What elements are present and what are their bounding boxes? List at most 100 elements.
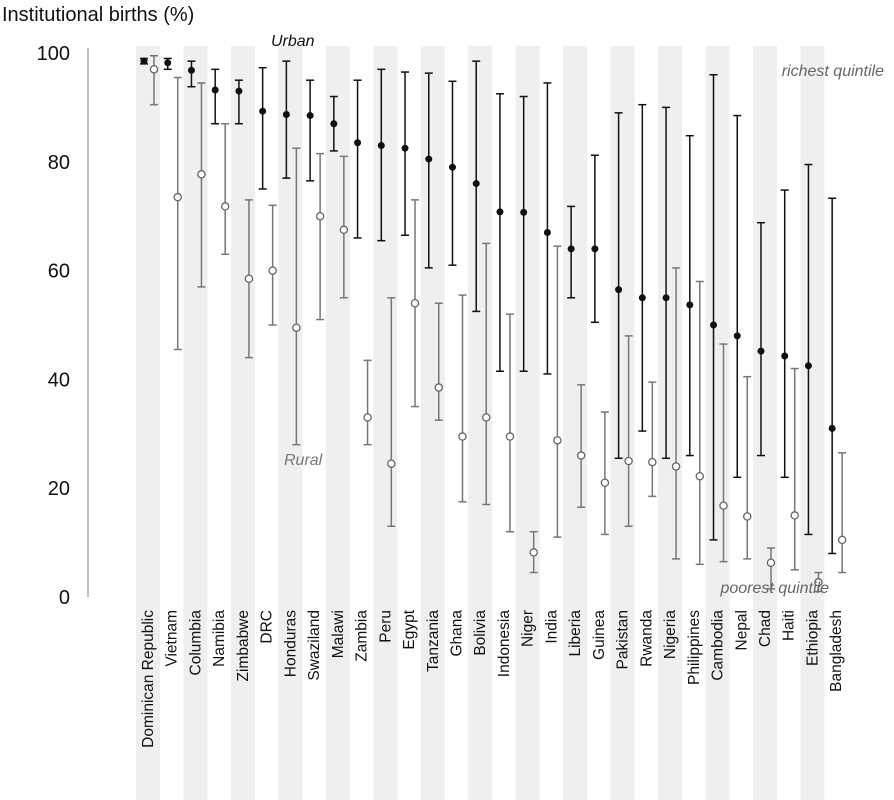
- category-band: [705, 46, 730, 800]
- urban-point: [496, 208, 504, 216]
- rural-errorbar: [766, 547, 776, 590]
- richest-quintile-annotation: richest quintile: [782, 63, 884, 80]
- urban-point: [448, 163, 456, 171]
- category-label: Egypt: [401, 609, 418, 649]
- urban-errorbar: [780, 189, 789, 479]
- rural-errorbar: [387, 297, 396, 528]
- category-label: Nepal: [733, 610, 750, 651]
- urban-point: [733, 332, 741, 340]
- urban-point: [472, 180, 480, 188]
- rural-point: [600, 478, 610, 488]
- category-label: Pakistan: [615, 610, 632, 669]
- rural-errorbar: [505, 313, 515, 533]
- urban-point: [828, 424, 836, 432]
- urban-point: [591, 245, 599, 253]
- urban-point: [187, 66, 195, 74]
- rural-point: [387, 459, 396, 468]
- rural-errorbar: [529, 530, 538, 574]
- urban-errorbar: [756, 221, 765, 457]
- rural-point: [576, 451, 586, 460]
- category-band: [468, 46, 493, 800]
- urban-errorbar: [567, 205, 576, 299]
- category-label: Tanzania: [425, 610, 442, 672]
- poorest-quintile-annotation: poorest quintile: [719, 580, 829, 597]
- category-label: Zimbabwe: [235, 610, 252, 682]
- category-band: [325, 46, 350, 800]
- urban-point: [615, 286, 623, 294]
- urban-errorbar: [401, 71, 410, 236]
- urban-errorbar: [662, 106, 671, 460]
- urban-point: [662, 294, 670, 302]
- urban-annotation: Urban: [271, 33, 315, 50]
- urban-errorbar: [306, 79, 315, 182]
- rural-point: [814, 578, 823, 587]
- rural-errorbar: [268, 204, 277, 326]
- rural-point: [553, 436, 562, 445]
- category-label: Peru: [377, 610, 394, 643]
- rural-point: [458, 432, 467, 441]
- urban-point: [781, 352, 789, 360]
- category-label: Guinea: [591, 610, 608, 660]
- urban-point: [306, 112, 314, 120]
- rural-errorbar: [410, 199, 420, 408]
- category-label: Ethiopia: [804, 610, 821, 666]
- rural-point: [410, 298, 420, 308]
- category-label: Rwanda: [638, 610, 655, 667]
- category-label: India: [543, 610, 560, 644]
- category-band: [183, 46, 208, 800]
- urban-point: [710, 321, 718, 329]
- category-band: [658, 46, 683, 800]
- rural-errorbar: [624, 335, 633, 528]
- rural-errorbar: [743, 375, 752, 560]
- rural-point: [434, 383, 444, 392]
- rural-point: [624, 456, 633, 466]
- urban-errorbar: [234, 79, 243, 125]
- rural-point: [719, 501, 728, 510]
- rural-point: [481, 413, 491, 422]
- rural-point: [695, 471, 705, 481]
- category-label: Cambodia: [710, 610, 727, 681]
- category-band: [800, 46, 825, 800]
- category-label: DRC: [259, 610, 276, 644]
- rural-errorbar: [363, 359, 372, 446]
- category-label: Bolivia: [472, 610, 489, 656]
- urban-errorbar: [377, 68, 386, 242]
- rural-errorbar: [671, 267, 681, 560]
- y-tick-label: 80: [48, 152, 70, 174]
- urban-point: [330, 120, 338, 128]
- rural-errorbar: [481, 242, 491, 506]
- rural-errorbar: [197, 82, 206, 288]
- rural-errorbar: [292, 147, 301, 446]
- y-axis: 0 20 40 60 80 100: [37, 43, 89, 609]
- rural-point: [837, 535, 847, 545]
- urban-errorbar: [804, 163, 813, 536]
- urban-point: [282, 110, 290, 118]
- rural-point: [790, 511, 799, 520]
- rural-point: [244, 274, 254, 284]
- y-tick-label: 100: [37, 43, 70, 65]
- urban-errorbar: [614, 112, 623, 460]
- urban-errorbar: [519, 95, 528, 372]
- urban-errorbar: [590, 154, 599, 324]
- category-label: Zambia: [354, 610, 371, 662]
- error-bars: [140, 54, 847, 593]
- category-band: [752, 46, 777, 800]
- rural-point: [292, 323, 301, 332]
- rural-errorbar: [576, 384, 586, 508]
- rural-point: [766, 558, 776, 567]
- category-label: Vietnam: [164, 610, 181, 667]
- urban-errorbar: [140, 57, 148, 65]
- rural-errorbar: [600, 411, 610, 536]
- category-label: Haiti: [781, 610, 798, 641]
- y-tick-label: 20: [48, 478, 70, 500]
- urban-errorbar: [828, 197, 837, 555]
- rural-point: [149, 65, 159, 74]
- category-band: [420, 46, 445, 800]
- urban-errorbar: [733, 114, 742, 479]
- rural-errorbar: [695, 280, 705, 566]
- urban-errorbar: [543, 82, 552, 375]
- category-band: [230, 46, 255, 800]
- category-label: Indonesia: [496, 610, 513, 678]
- rural-errorbar: [339, 155, 349, 299]
